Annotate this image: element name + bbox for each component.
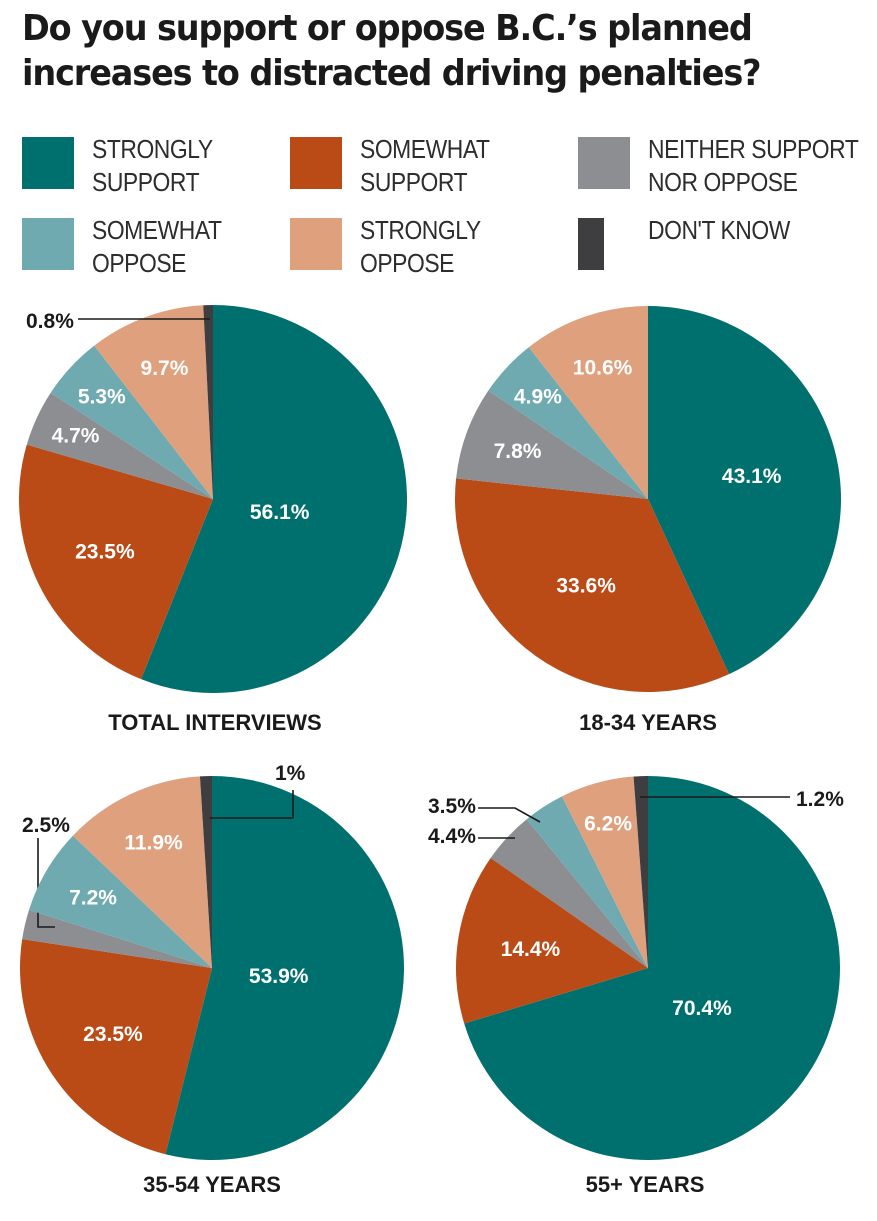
pie-slice <box>455 857 648 1024</box>
pie-slice <box>528 306 648 499</box>
pie-slice <box>141 305 408 693</box>
pie-slice <box>203 305 213 499</box>
legend-label: SOMEWHAT SUPPORT <box>360 134 490 197</box>
data-label: 1.2% <box>796 788 844 811</box>
legend-swatch <box>22 218 74 270</box>
legend-swatch <box>290 137 342 189</box>
pie-chart: 56.1% 23.5% 4.7% 5.3% 9.7% 0.8% TOTAL INTERVIE… <box>18 305 408 735</box>
data-label: 0.8% <box>26 310 74 333</box>
data-label: 23.5% <box>83 1023 143 1046</box>
chart-title: 35-54 YEARS <box>143 1172 281 1197</box>
pie-slice <box>72 776 212 968</box>
pie-slice <box>22 909 213 968</box>
data-label: 33.6% <box>556 574 616 597</box>
data-label: 1% <box>275 762 306 785</box>
data-label: 70.4% <box>672 997 732 1020</box>
legend-label: STRONGLY SUPPORT <box>92 134 213 197</box>
pie-slice <box>26 392 213 499</box>
page-title: Do you support or oppose B.C.’s planned … <box>22 6 803 96</box>
leader-line <box>37 838 55 928</box>
leader-line <box>478 807 541 823</box>
pie-slice <box>18 444 213 680</box>
pie-slice <box>490 819 648 968</box>
data-label: 14.4% <box>501 938 561 961</box>
legend-label: DON'T KNOW <box>648 215 790 245</box>
pie-slice <box>50 345 213 499</box>
pie-slice <box>488 347 648 499</box>
pie-slice <box>526 796 648 968</box>
data-label: 3.5% <box>428 795 476 818</box>
pie-slice <box>561 776 648 968</box>
data-label: 9.7% <box>141 357 189 380</box>
legend-label: SOMEWHAT OPPOSE <box>92 215 222 278</box>
pie-slice <box>94 305 213 499</box>
data-label: 10.6% <box>573 357 633 380</box>
chart-title: 18-34 YEARS <box>579 710 717 735</box>
data-label: 4.7% <box>52 425 100 448</box>
chart-title: 55+ YEARS <box>586 1172 705 1197</box>
pie-slice <box>648 306 841 675</box>
data-label: 43.1% <box>722 465 782 488</box>
data-label: 7.8% <box>494 440 542 463</box>
legend-label: STRONGLY OPPOSE <box>360 215 481 278</box>
pie-slice <box>633 776 648 968</box>
chart-title: TOTAL INTERVIEWS <box>108 710 322 735</box>
pie-chart: 70.4% 14.4% 4.4% 3.5% 6.2% 1.2% 55+ YEARS <box>428 776 844 1197</box>
data-label: 56.1% <box>250 501 310 524</box>
data-label: 7.2% <box>69 887 117 910</box>
pie-slice <box>199 776 212 968</box>
legend-swatch <box>578 137 630 189</box>
title-line: Do you support or oppose B.C.’s planned <box>22 8 753 49</box>
legend-swatch <box>22 137 74 189</box>
data-label: 4.4% <box>428 825 476 848</box>
data-label: 6.2% <box>584 813 632 836</box>
data-label: 11.9% <box>124 832 183 855</box>
leader-line <box>210 790 294 819</box>
pie-chart: 43.1% 33.6% 7.8% 4.9% 10.6% 18-34 YEARS <box>455 306 841 735</box>
pie-chart: 53.9% 23.5% 2.5% 7.2% 11.9% 1% 35-54 YEARS <box>20 762 405 1197</box>
legend-swatch <box>578 218 604 270</box>
title-line: increases to distracted driving penaltie… <box>22 53 762 94</box>
data-label: 5.3% <box>78 385 126 408</box>
pie-slice <box>29 835 212 968</box>
pie-slice <box>464 776 840 1160</box>
data-label: 2.5% <box>22 814 70 837</box>
data-label: 23.5% <box>75 541 135 564</box>
legend-label: NEITHER SUPPORT NOR OPPOSE <box>648 134 859 197</box>
pie-slice <box>455 478 730 692</box>
data-label: 53.9% <box>249 965 309 988</box>
data-label: 4.9% <box>514 385 562 408</box>
pie-slice <box>456 390 648 499</box>
pie-slice <box>165 776 405 1161</box>
pie-slice <box>20 939 212 1155</box>
legend-swatch <box>290 218 342 270</box>
